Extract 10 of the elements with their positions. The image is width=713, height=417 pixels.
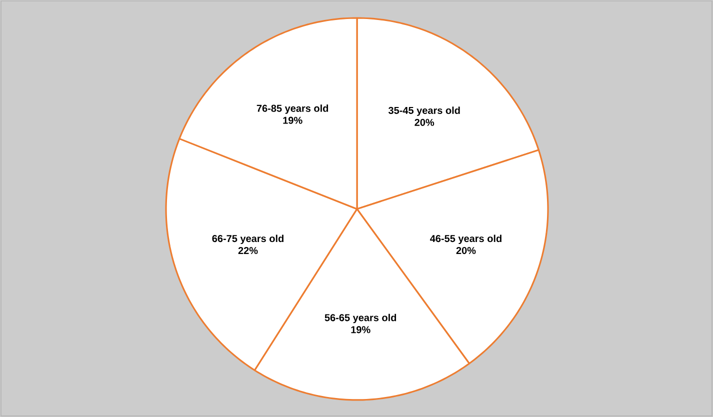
slice-label: 46-55 years old [430, 234, 502, 244]
data-label: 20% [414, 118, 434, 126]
slice-label: 56-65 years old [324, 314, 396, 324]
slice-label: 35-45 years old [388, 106, 460, 116]
data-label: 20% [456, 246, 476, 254]
data-label: 19% [351, 326, 370, 334]
data-label: 22% [238, 247, 258, 254]
data-label: 19% [283, 116, 302, 124]
slice-label: 76-85 years old [256, 104, 328, 114]
slice-label: 66-75 years old [212, 234, 284, 244]
